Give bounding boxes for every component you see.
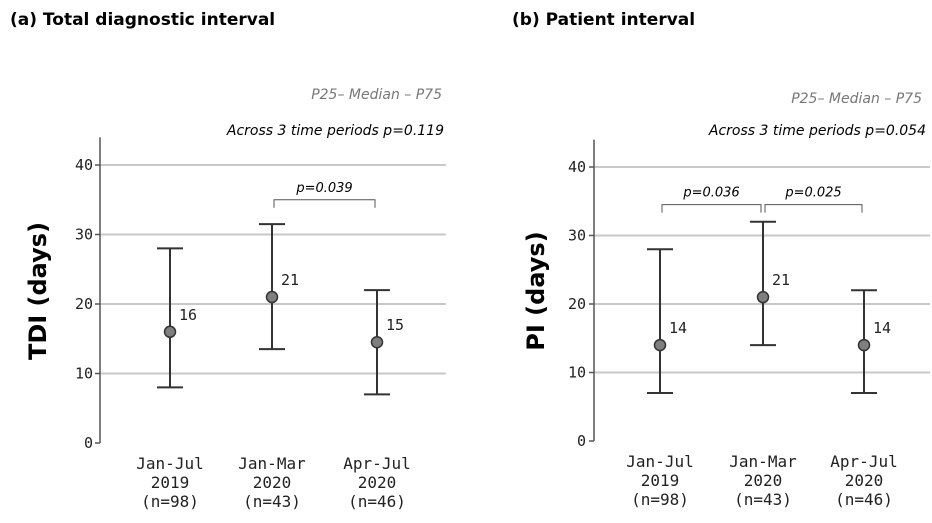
- panel-b-median-point: [857, 338, 871, 352]
- panel-a-y-tick-label: 10: [75, 365, 93, 383]
- panel-b-median-label: 21: [772, 271, 790, 289]
- panel-a-x-category-label: 2020: [253, 473, 292, 492]
- panel-a-median-label: 15: [386, 316, 404, 334]
- panel-a-median-label: 16: [179, 306, 197, 324]
- panel-b-y-axis-label: PI (days): [522, 231, 550, 350]
- panel-a-median-point: [163, 325, 177, 339]
- panel-a-plot: 010203040Jan-Jul2019(n=98)Jan-Mar2020(n=…: [75, 137, 446, 511]
- panel-b-y-tick-label: 20: [568, 295, 586, 313]
- panel-b-x-category-label: Jan-Mar: [729, 452, 797, 471]
- panel-b-legend-text: P25– Median – P75: [791, 91, 922, 107]
- panel-b-y-tick-label: 0: [577, 432, 586, 450]
- panel-a-median-point: [265, 290, 279, 304]
- panel-a-comparison-bracket: [273, 199, 376, 208]
- panel-a-x-category-label: (n=46): [348, 492, 406, 511]
- panel-b-median-label: 14: [669, 319, 687, 337]
- panel-a-legend-text: P25– Median – P75: [311, 87, 442, 103]
- panel-b-median-point: [756, 290, 770, 304]
- panel-a-comparison-pvalue: p=0.039: [295, 181, 352, 196]
- panel-a-y-axis-label: TDI (days): [24, 222, 52, 360]
- panel-b-comparison-pvalue: p=0.036: [682, 186, 739, 201]
- panel-a-x-category-label: Jan-Jul: [136, 454, 203, 473]
- panel-b-overall-test: Across 3 time periods p=0.054: [708, 123, 926, 139]
- panel-b-comparison-bracket: [661, 204, 762, 213]
- panel-a-y-tick-label: 40: [75, 156, 93, 174]
- panel-b-median-point: [653, 338, 667, 352]
- panel-b-y-tick-label: 40: [568, 158, 586, 176]
- panel-b-y-tick-label: 10: [568, 364, 586, 382]
- panel-b-x-category-label: 2020: [845, 471, 884, 490]
- panel-a-median-label: 21: [281, 271, 299, 289]
- panel-b-x-category-label: 2019: [641, 471, 680, 490]
- panel-a-x-category-label: (n=98): [141, 492, 199, 511]
- panel-a-x-category-label: (n=43): [243, 492, 301, 511]
- panel-b-x-category-label: (n=46): [835, 490, 893, 509]
- panel-b-x-category-label: (n=98): [631, 490, 689, 509]
- panel-a-x-category-label: Jan-Mar: [238, 454, 306, 473]
- panel-a-y-tick-label: 0: [84, 434, 93, 452]
- panel-b-y-tick-label: 30: [568, 227, 586, 245]
- panel-b-x-category-label: 2020: [744, 471, 783, 490]
- panel-a-x-category-label: 2019: [151, 473, 190, 492]
- panel-b-plot: 010203040Jan-Jul2019(n=98)Jan-Mar2020(n=…: [568, 139, 930, 509]
- panel-b-x-category-label: Apr-Jul: [830, 452, 897, 471]
- panel-b-x-category-label: Jan-Jul: [626, 452, 693, 471]
- panel-b-title: (b) Patient interval: [512, 10, 695, 30]
- panel-b-median-label: 14: [873, 319, 891, 337]
- panel-a-y-tick-label: 20: [75, 295, 93, 313]
- panel-a-y-tick-label: 30: [75, 226, 93, 244]
- panel-b-comparison-bracket: [764, 204, 863, 213]
- panel-a-x-category-label: 2020: [358, 473, 397, 492]
- panel-a-median-point: [370, 335, 384, 349]
- panel-a-title: (a) Total diagnostic interval: [10, 10, 275, 30]
- panel-b-x-category-label: (n=43): [734, 490, 792, 509]
- panel-b-comparison-pvalue: p=0.025: [784, 186, 841, 201]
- panel-a-overall-test: Across 3 time periods p=0.119: [226, 123, 444, 139]
- panel-a-x-category-label: Apr-Jul: [343, 454, 410, 473]
